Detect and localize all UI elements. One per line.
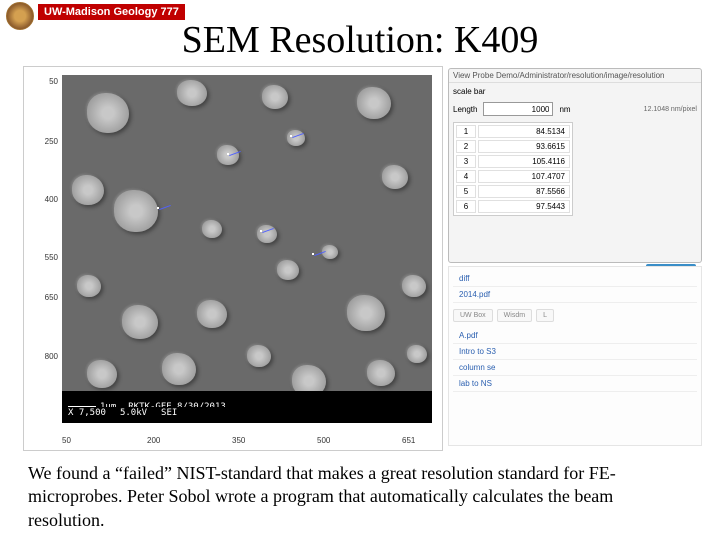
sem-micrograph: 1µm RKTK-GFE 8/30/2013 X 7,500 5.0kV SEI [62,75,432,423]
main-content: 50 250 400 550 650 800 1µm RKTK-GFE 8/30/2013… [8,66,712,456]
measurement-marker [157,207,159,209]
particle-blob [217,145,239,165]
table-row: 697.5443 [456,200,570,213]
particle-blob [114,190,158,232]
y-tick: 800 [45,352,58,361]
dialog-title: View Probe Demo/Administrator/resolution… [449,69,701,83]
x-tick: 50 [62,436,71,445]
x-tick: 350 [232,436,245,445]
table-row: 184.5134 [456,125,570,138]
tab-item[interactable]: L [536,309,554,322]
particle-blob [367,360,395,386]
particle-blob [407,345,427,363]
right-panel: View Probe Demo/Administrator/resolution… [448,66,712,451]
length-label: Length [453,105,477,114]
table-row: 4107.4707 [456,170,570,183]
measurement-marker [312,253,314,255]
measurement-marker [290,135,292,137]
file-item[interactable]: column se [453,360,697,376]
particle-blob [357,87,391,119]
file-item[interactable]: diff [453,271,697,287]
resolution-hint: 12.1048 nm/pixel [644,106,697,113]
x-axis: 50 200 350 500 651 [62,436,432,448]
resolution-dialog: View Probe Demo/Administrator/resolution… [448,68,702,263]
dialog-subtitle: scale bar [453,87,697,96]
slide-caption: We found a “failed” NIST-standard that m… [28,462,692,532]
length-input[interactable] [483,102,553,116]
particle-blob [277,260,299,280]
table-row: 293.6615 [456,140,570,153]
measurement-marker [227,153,229,155]
x-tick: 500 [317,436,330,445]
particle-blob [202,220,222,238]
particle-blob [262,85,288,109]
file-item[interactable]: Intro to S3 [453,344,697,360]
particle-blob [402,275,426,297]
length-unit: nm [559,105,570,114]
file-browser: diff2014.pdf UW Box Wisdm L A.pdfIntro to … [448,266,702,446]
particle-blob [87,93,129,133]
particle-blob [72,175,104,205]
particle-blob [77,275,101,297]
particle-blob [162,353,196,385]
particle-blob [197,300,227,328]
table-row: 587.5566 [456,185,570,198]
y-tick: 400 [45,195,58,204]
particle-blob [247,345,271,367]
tab-row: UW Box Wisdm L [453,309,697,322]
file-item[interactable]: lab to NS [453,376,697,392]
file-item[interactable]: A.pdf [453,328,697,344]
tab-item[interactable]: Wisdm [497,309,532,322]
y-tick: 50 [49,77,58,86]
x-tick: 651 [402,436,415,445]
particle-blob [347,295,385,331]
sem-detector: SEI [161,408,177,422]
sem-mag: X 7,500 [68,408,106,422]
sem-kv: 5.0kV [120,408,147,422]
y-tick: 550 [45,253,58,262]
y-tick: 250 [45,137,58,146]
particle-blob [257,225,277,243]
y-axis: 50 250 400 550 650 800 [26,77,60,417]
measurements-table: 184.5134 293.6615 3105.4116 4107.4707 587.55… [453,122,573,216]
particle-blob [382,165,408,189]
slide-title: SEM Resolution: K409 [0,18,720,62]
x-tick: 200 [147,436,160,445]
file-item[interactable]: 2014.pdf [453,287,697,303]
particle-blob [87,360,117,388]
y-tick: 650 [45,293,58,302]
sem-chart-panel: 50 250 400 550 650 800 1µm RKTK-GFE 8/30/2013… [23,66,443,451]
tab-item[interactable]: UW Box [453,309,493,322]
particle-blob [122,305,158,339]
particle-blob [177,80,207,106]
table-row: 3105.4116 [456,155,570,168]
measurement-marker [260,230,262,232]
